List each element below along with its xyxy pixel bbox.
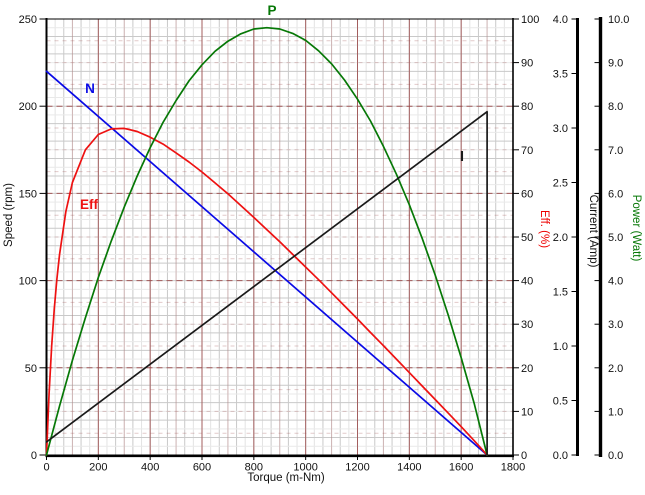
power-tick-label: 0.0 (608, 450, 623, 462)
torque-tick-label: 1200 (345, 462, 369, 474)
current-tick-label: 0.5 (553, 396, 568, 408)
torque-axis-title: Torque (m-Nm) (247, 472, 324, 484)
power-tick-label: 2.0 (608, 363, 623, 375)
power-tick-label: 10.0 (608, 14, 629, 26)
torque-tick-label: 0 (43, 462, 49, 474)
series-I-line (45, 110, 488, 456)
eff-tick-label: 50 (521, 232, 533, 244)
eff-tick-label: 40 (521, 276, 533, 288)
torque-tick-label: 200 (89, 462, 107, 474)
power-tick-label: 1.0 (608, 406, 623, 418)
current-axis-title: Current (Amp) (587, 195, 599, 268)
eff-tick-label: 10 (521, 406, 533, 418)
speed-tick-label: 250 (19, 14, 37, 26)
current-tick-label: 1.0 (553, 341, 568, 353)
eff-axis-title: Eff. (%) (538, 210, 550, 248)
eff-tick-label: 20 (521, 363, 533, 375)
current-tick-label: 3.0 (553, 123, 568, 135)
power-tick-label: 5.0 (608, 232, 623, 244)
eff-tick-label: 80 (521, 101, 533, 113)
curve-label-Eff: Eff (80, 197, 99, 212)
eff-tick-label: 0 (521, 450, 527, 462)
power-tick-label: 4.0 (608, 276, 623, 288)
torque-tick-label: 600 (193, 462, 211, 474)
speed-tick-label: 200 (19, 101, 37, 113)
power-tick-label: 6.0 (608, 188, 623, 200)
current-tick-label: 2.0 (553, 232, 568, 244)
eff-tick-label: 90 (521, 58, 533, 70)
eff-tick-label: 30 (521, 319, 533, 331)
series-P-line (45, 26, 488, 456)
power-tick-label: 3.0 (608, 319, 623, 331)
series-Eff-line (45, 127, 488, 456)
speed-tick-label: 100 (19, 276, 37, 288)
eff-tick-label: 60 (521, 188, 533, 200)
speed-tick-label: 50 (25, 363, 37, 375)
torque-tick-label: 1800 (501, 462, 525, 474)
eff-tick-label: 70 (521, 145, 533, 157)
current-tick-label: 1.5 (553, 287, 568, 299)
torque-tick-label: 400 (141, 462, 159, 474)
torque-tick-label: 800 (245, 462, 263, 474)
torque-tick-label: 1600 (449, 462, 473, 474)
power-axis-title: Power (Watt) (630, 195, 642, 262)
speed-tick-label: 0 (31, 450, 37, 462)
series-N-line (45, 70, 488, 456)
torque-tick-label: 1000 (293, 462, 317, 474)
current-tick-label: 0.0 (553, 450, 568, 462)
curve-label-I: I (460, 148, 464, 165)
speed-axis-title: Speed (rpm) (3, 183, 15, 247)
curve-label-N: N (85, 81, 95, 96)
speed-tick-label: 150 (19, 188, 37, 200)
curve-label-P: P (267, 3, 276, 18)
eff-tick-label: 100 (521, 14, 539, 26)
current-tick-label: 2.5 (553, 178, 568, 190)
power-tick-label: 9.0 (608, 58, 623, 70)
current-tick-label: 3.5 (553, 69, 568, 81)
current-tick-label: 4.0 (553, 14, 568, 26)
power-tick-label: 8.0 (608, 101, 623, 113)
power-tick-label: 7.0 (608, 145, 623, 157)
torque-tick-label: 1400 (397, 462, 421, 474)
